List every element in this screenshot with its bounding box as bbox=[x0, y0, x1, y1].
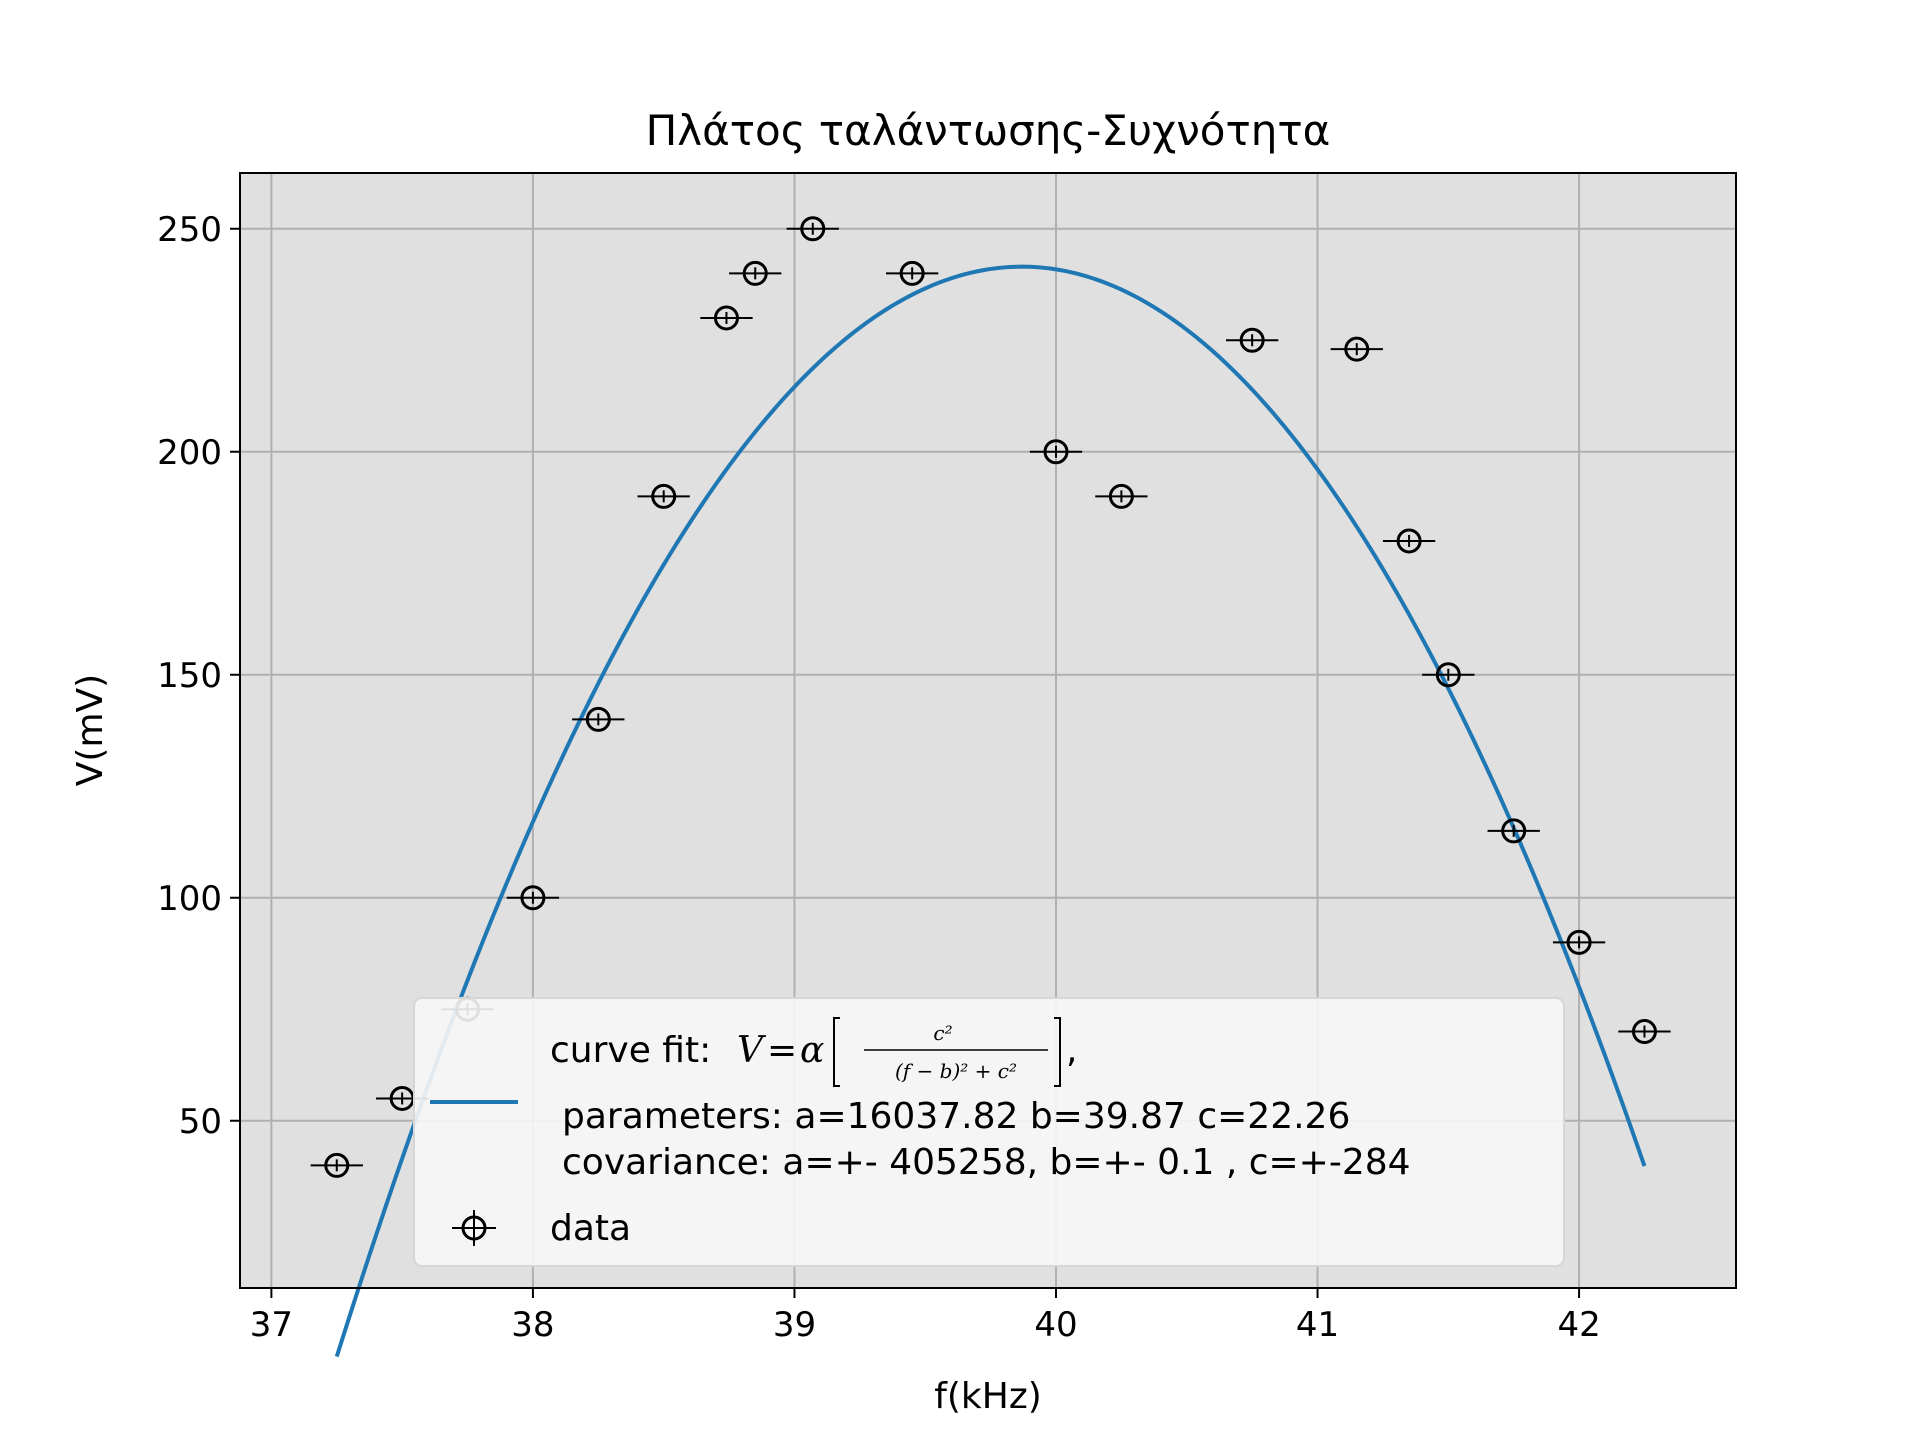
data-point bbox=[1487, 818, 1540, 844]
data-marker bbox=[1344, 336, 1370, 362]
legend-fit-covariance: covariance: a=+- 405258, b=+- 0.1 , c=+-… bbox=[562, 1142, 1411, 1183]
data-point bbox=[637, 483, 690, 509]
y-axis-label: V(mV) bbox=[70, 674, 111, 786]
svg-text:=: = bbox=[767, 1030, 797, 1071]
legend: curve fit: V = α c² (f − b)² + c² , para… bbox=[413, 997, 1565, 1267]
y-tick-label: 150 bbox=[157, 656, 222, 696]
data-marker bbox=[651, 483, 677, 509]
data-marker bbox=[1435, 662, 1461, 688]
data-point bbox=[700, 305, 753, 331]
data-marker bbox=[899, 260, 925, 286]
data-point bbox=[1029, 439, 1083, 465]
legend-fit-formula: V = α c² (f − b)² + c² , bbox=[737, 1017, 1077, 1087]
data-point bbox=[1382, 528, 1436, 554]
y-axis: 50 100 150 200 250 bbox=[157, 210, 240, 1142]
y-tick-label: 250 bbox=[157, 210, 222, 250]
svg-text:c²: c² bbox=[933, 1021, 952, 1045]
data-point bbox=[1552, 929, 1606, 955]
data-marker bbox=[1043, 439, 1069, 465]
x-tick-label: 40 bbox=[1034, 1305, 1077, 1345]
legend-data-marker bbox=[452, 1210, 496, 1246]
data-point bbox=[1095, 483, 1148, 509]
data-marker bbox=[800, 216, 826, 242]
legend-box bbox=[413, 997, 1565, 1267]
chart-title: Πλάτος ταλάντωσης-Συχνότητα bbox=[646, 106, 1331, 155]
x-axis: 37 38 39 40 41 42 bbox=[250, 1288, 1601, 1345]
svg-text:,: , bbox=[1066, 1030, 1077, 1071]
y-tick-label: 50 bbox=[179, 1102, 222, 1142]
y-tick-label: 200 bbox=[157, 433, 222, 473]
data-point bbox=[1618, 1019, 1671, 1045]
data-point bbox=[1330, 336, 1383, 362]
y-tick-label: 100 bbox=[157, 879, 222, 919]
plot-frame bbox=[239, 172, 1737, 1289]
data-marker bbox=[324, 1152, 350, 1178]
data-point bbox=[786, 216, 839, 242]
legend-fit-parameters: parameters: a=16037.82 b=39.87 c=22.26 bbox=[562, 1096, 1350, 1137]
svg-text:V: V bbox=[737, 1030, 767, 1071]
data-marker bbox=[1566, 929, 1592, 955]
data-point bbox=[1226, 327, 1279, 353]
data-marker bbox=[1239, 327, 1265, 353]
data-marker bbox=[1501, 818, 1527, 844]
data-point bbox=[506, 885, 560, 911]
data-point bbox=[1422, 662, 1475, 688]
x-tick-label: 38 bbox=[511, 1305, 554, 1345]
svg-text:(f − b)² + c²: (f − b)² + c² bbox=[895, 1059, 1017, 1083]
x-axis-label: f(kHz) bbox=[934, 1376, 1042, 1417]
data-point bbox=[729, 260, 782, 286]
fit-curve-line bbox=[334, 264, 1647, 1358]
svg-text:α: α bbox=[800, 1030, 824, 1071]
fit-curve-group bbox=[334, 264, 1647, 1358]
legend-fit-prefix: curve fit: bbox=[550, 1030, 711, 1071]
data-marker bbox=[1396, 528, 1422, 554]
x-tick-label: 41 bbox=[1296, 1305, 1339, 1345]
data-marker bbox=[585, 706, 611, 732]
data-point bbox=[310, 1152, 363, 1178]
data-point bbox=[886, 260, 939, 286]
legend-data-label: data bbox=[550, 1208, 631, 1249]
x-tick-label: 37 bbox=[250, 1305, 293, 1345]
data-marker bbox=[713, 305, 739, 331]
data-points-group bbox=[310, 216, 1671, 1178]
data-marker bbox=[742, 260, 768, 286]
data-marker bbox=[1631, 1019, 1657, 1045]
data-point bbox=[572, 706, 625, 732]
x-tick-label: 42 bbox=[1557, 1305, 1600, 1345]
data-marker bbox=[1108, 483, 1134, 509]
data-marker bbox=[520, 885, 546, 911]
x-tick-label: 39 bbox=[773, 1305, 816, 1345]
